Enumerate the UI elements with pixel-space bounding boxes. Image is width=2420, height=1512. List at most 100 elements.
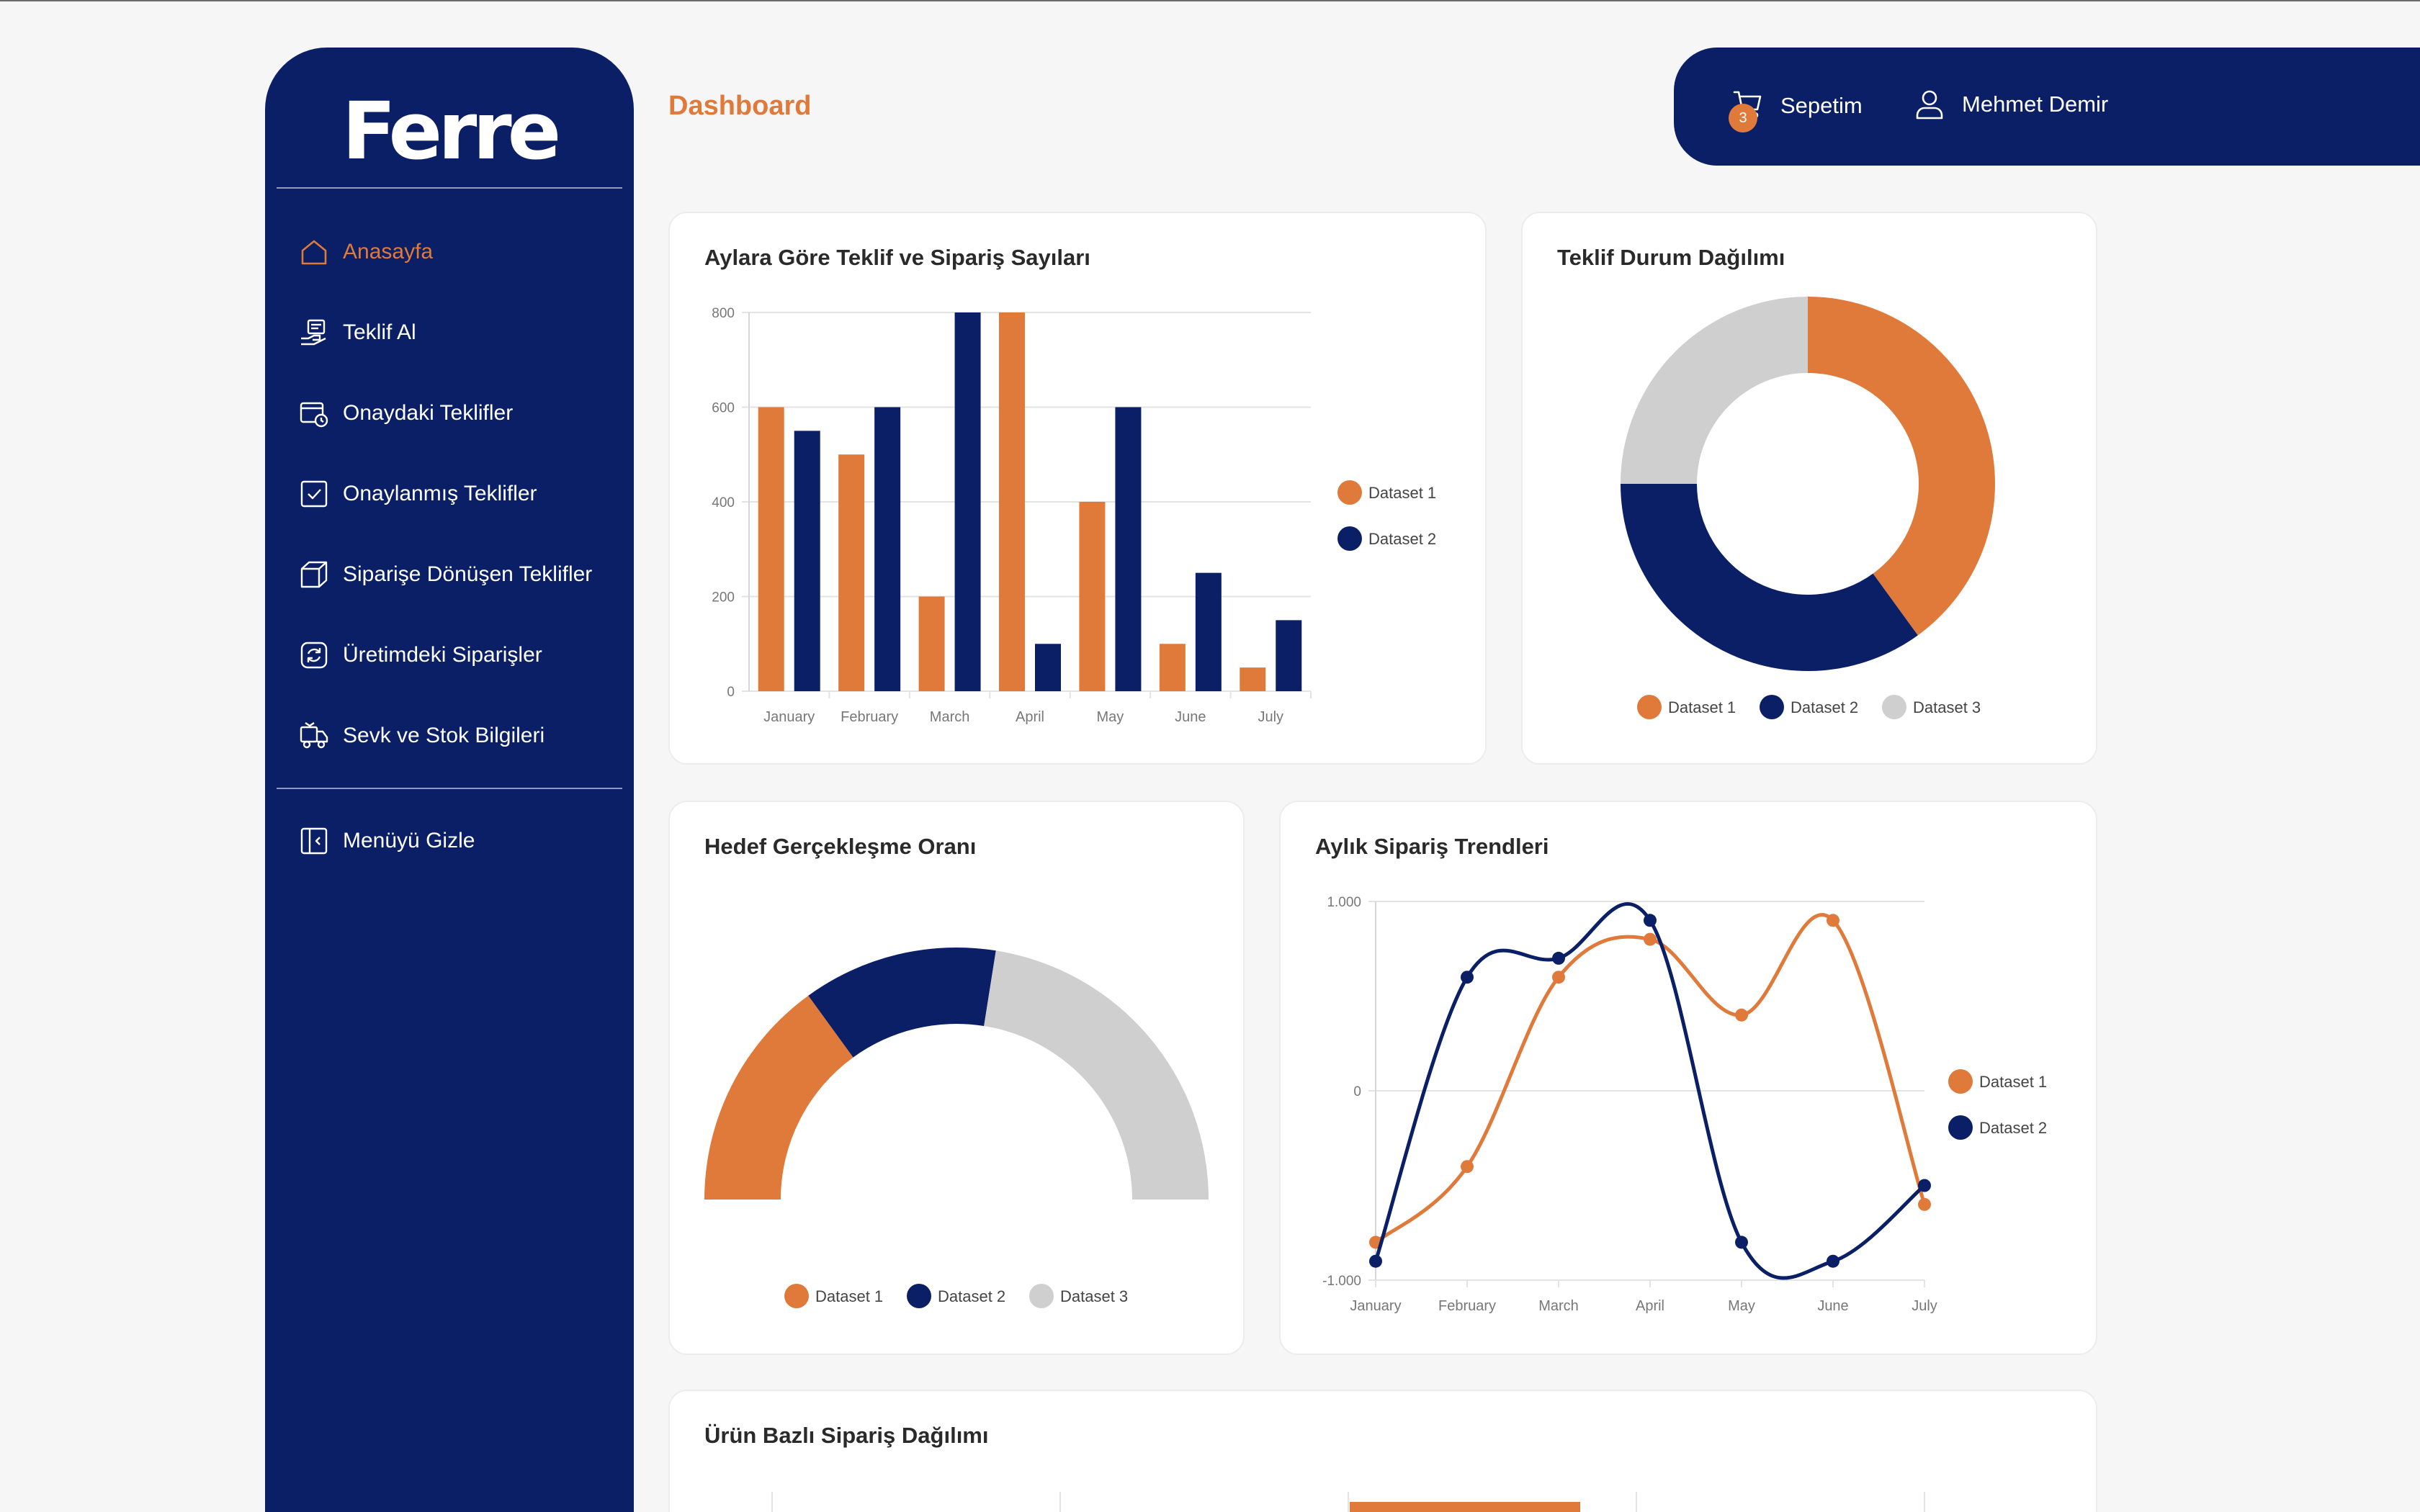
- gauge-segment: [704, 995, 853, 1200]
- bar: [999, 312, 1025, 691]
- pending-quotes-icon: [300, 402, 328, 428]
- product-bar-chart: [771, 1492, 1925, 1512]
- data-point: [1918, 1179, 1931, 1192]
- sidebar-item-teklif-al[interactable]: Teklif Al: [298, 311, 416, 354]
- user-menu[interactable]: Mehmet Demir: [1913, 88, 2108, 121]
- sidebar-item-onaylanmis-teklifler[interactable]: Onaylanmış Teklifler: [298, 472, 537, 516]
- trend-line-chart: -1.000 0 1.000 January February March April May…: [1322, 895, 2047, 1314]
- sidebar-divider: [277, 187, 622, 189]
- refresh-icon: [300, 642, 328, 669]
- gauge-chart-card: Hedef Gerçekleşme Oranı Dataset 1 Dataset…: [668, 801, 1245, 1355]
- x-tick-label: April: [1016, 709, 1044, 725]
- sidebar-item-sevk-stok[interactable]: Sevk ve Stok Bilgileri: [298, 714, 544, 757]
- x-tick-label: June: [1175, 709, 1206, 725]
- x-tick-label: May: [1728, 1298, 1755, 1314]
- sidebar-item-label: Anasayfa: [343, 240, 434, 264]
- data-point: [1369, 1254, 1382, 1268]
- bar: [758, 407, 784, 691]
- quote-request-icon: [301, 319, 326, 346]
- bar: [1276, 620, 1302, 691]
- bar: [918, 596, 945, 691]
- data-point: [1552, 971, 1565, 984]
- user-name: Mehmet Demir: [1962, 91, 2109, 117]
- x-tick-label: February: [841, 709, 898, 725]
- sidebar-item-onaydaki-teklifler[interactable]: Onaydaki Teklifler: [298, 392, 513, 435]
- data-point: [1735, 1236, 1748, 1249]
- series-line: [1374, 913, 1927, 1244]
- gauge-segment: [984, 950, 1209, 1200]
- y-tick-label: 400: [712, 495, 735, 510]
- y-tick-label: -1.000: [1322, 1274, 1361, 1289]
- hide-menu-button[interactable]: Menüyü Gizle: [298, 819, 475, 863]
- legend-label: Dataset 2: [938, 1287, 1005, 1305]
- bar: [1195, 572, 1222, 691]
- donut-chart-card: Teklif Durum Dağılımı Dataset 1 Dataset 2…: [1521, 212, 2097, 765]
- legend-label: Dataset 2: [1368, 530, 1436, 548]
- legend-swatch: [907, 1284, 931, 1308]
- x-tick-label: July: [1912, 1298, 1937, 1314]
- x-tick-label: January: [1350, 1298, 1401, 1314]
- collapse-sidebar-icon: [300, 827, 328, 855]
- bar: [1240, 667, 1266, 691]
- legend-swatch: [1948, 1115, 1973, 1140]
- card-title: Aylara Göre Teklif ve Sipariş Sayıları: [704, 245, 1090, 270]
- legend-label: Dataset 1: [1668, 698, 1736, 716]
- sidebar-item-label: Siparişe Dönüşen Teklifler: [343, 562, 593, 586]
- hide-menu-label: Menüyü Gizle: [343, 829, 475, 852]
- monthly-bar-chart: 0 200 400 600 800 January February March April Ma…: [712, 306, 1436, 725]
- bar: [1035, 644, 1061, 691]
- donut-slice: [1621, 484, 1918, 672]
- product-chart-card: Ürün Bazlı Sipariş Dağılımı: [668, 1390, 2097, 1512]
- home-icon: [301, 240, 327, 265]
- data-point: [1827, 914, 1839, 927]
- legend-swatch: [1882, 695, 1906, 719]
- target-gauge-chart: Dataset 1 Dataset 2 Dataset 3: [704, 948, 1209, 1308]
- bar: [874, 407, 901, 691]
- legend-swatch: [1637, 695, 1662, 719]
- bar: [954, 312, 981, 691]
- bar: [794, 431, 820, 691]
- data-point: [1918, 1197, 1931, 1211]
- cart-count-badge: 3: [1729, 104, 1757, 132]
- y-tick-label: 600: [712, 401, 735, 416]
- data-point: [1461, 1160, 1474, 1174]
- cart-label: Sepetim: [1780, 93, 1863, 118]
- sidebar-item-label: Sevk ve Stok Bilgileri: [343, 724, 545, 747]
- data-point: [1644, 914, 1657, 927]
- box-icon: [300, 561, 328, 588]
- approved-check-icon: [300, 480, 328, 508]
- card-title: Hedef Gerçekleşme Oranı: [704, 834, 977, 859]
- data-point: [1461, 971, 1474, 984]
- card-title: Teklif Durum Dağılımı: [1557, 245, 1785, 270]
- bar-chart-card: Aylara Göre Teklif ve Sipariş Sayıları 0…: [668, 212, 1487, 765]
- bar: [1115, 407, 1142, 691]
- sidebar-item-anasayfa[interactable]: Anasayfa: [298, 230, 433, 274]
- card-title: Ürün Bazlı Sipariş Dağılımı: [704, 1423, 989, 1448]
- x-tick-label: May: [1097, 709, 1124, 725]
- cart-button[interactable]: 3 Sepetim: [1729, 88, 1863, 132]
- sidebar-item-uretimdeki-siparisler[interactable]: Üretimdeki Siparişler: [298, 634, 542, 677]
- legend-swatch: [1760, 695, 1784, 719]
- legend-label: Dataset 3: [1913, 698, 1981, 716]
- legend-swatch: [1948, 1069, 1973, 1094]
- x-tick-label: June: [1817, 1298, 1848, 1314]
- y-tick-label: 1.000: [1327, 895, 1361, 910]
- data-point: [1644, 932, 1657, 946]
- legend-swatch: [1337, 526, 1362, 551]
- x-tick-label: March: [1538, 1298, 1579, 1314]
- legend-label: Dataset 2: [1791, 698, 1858, 716]
- cart-icon-wrapper: 3: [1729, 88, 1767, 132]
- brand-logo[interactable]: Ferre: [341, 85, 561, 177]
- legend-label: Dataset 2: [1979, 1119, 2047, 1137]
- sidebar-item-siparise-donusen[interactable]: Siparişe Dönüşen Teklifler: [298, 553, 592, 596]
- data-point: [1552, 951, 1565, 965]
- bar: [1159, 644, 1186, 691]
- bar: [1350, 1502, 1580, 1512]
- top-bar: 3 Sepetim Mehmet Demir: [1674, 48, 2420, 166]
- sidebar-item-label: Onaydaki Teklifler: [343, 401, 514, 425]
- sidebar-item-label: Teklif Al: [343, 320, 416, 344]
- donut-slice: [1808, 297, 1995, 636]
- data-point: [1827, 1254, 1839, 1268]
- user-icon: [1916, 90, 1943, 120]
- truck-icon: [300, 722, 328, 749]
